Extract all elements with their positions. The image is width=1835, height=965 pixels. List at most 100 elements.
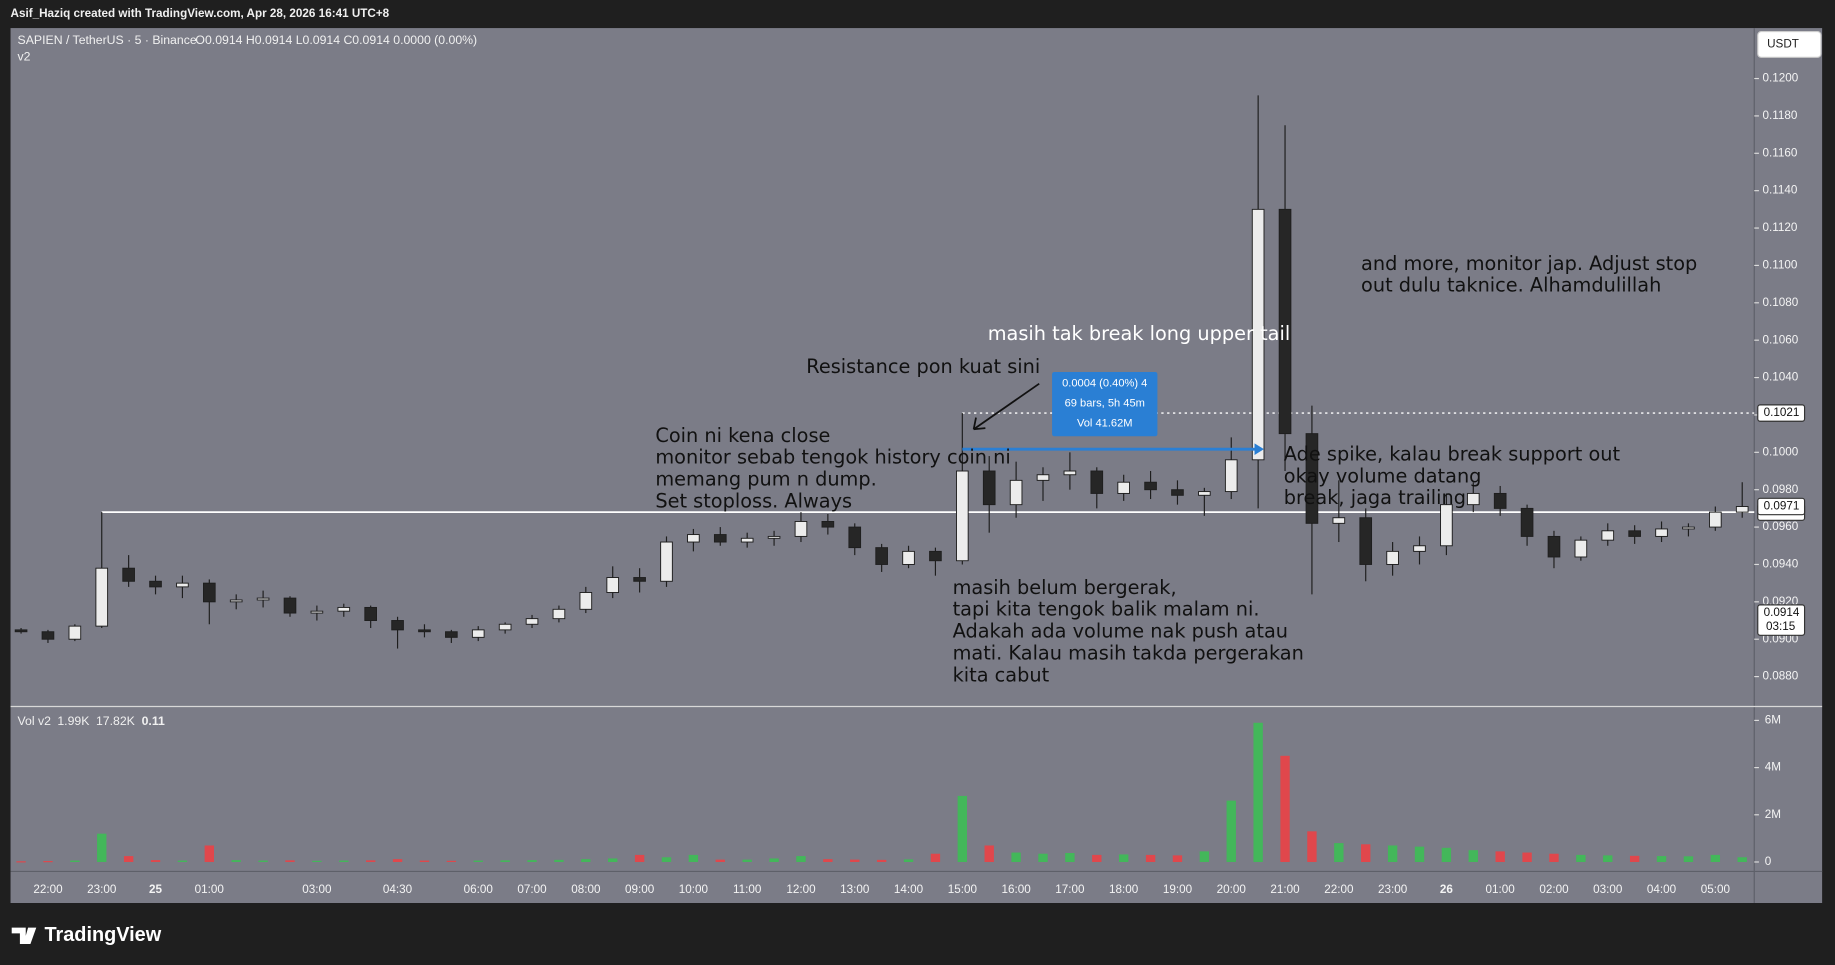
x-tick-label: 01:00 [195,883,225,896]
x-tick-label: 23:00 [1378,883,1408,896]
x-tick-label: 10:00 [679,883,709,896]
volume-bar [1253,722,1263,862]
last-price-label-box [1757,497,1806,516]
volume-bar [1683,856,1694,862]
y-tick-label: 0.0960 [1762,520,1798,533]
hline-label-box [1757,404,1806,422]
candle-body [1251,208,1265,461]
current-price-box [1757,604,1806,636]
annotation: memang pum n dump. [655,468,876,491]
y-tick-label: 0.1000 [1762,445,1798,458]
candle-body [1682,526,1695,530]
x-tick-label: 04:00 [1647,883,1677,896]
volume-bar [1603,855,1613,862]
x-tick-label: 03:00 [302,883,332,896]
candle-body [1440,504,1453,547]
measure-text: 69 bars, 5h 45m [1065,397,1145,409]
measure-arrow-head [1254,443,1264,456]
annotation-arrow [973,382,1040,430]
annotation: Resistance pon kuat sini [806,355,1040,378]
y-tick-label: 0.1080 [1762,296,1798,309]
currency-button[interactable] [1757,30,1822,58]
candle-body [1359,517,1373,565]
y-tick-label: 0.1040 [1762,371,1798,384]
volume-bar [1118,854,1129,862]
volume-bar [1737,857,1747,862]
last-price-label: 0.0971 [1764,500,1800,513]
volume-bar [1145,854,1156,862]
candle-body [498,623,512,631]
candle-body [1171,489,1184,496]
volume-legend: 0.11 [142,714,165,728]
candle-body [1009,479,1023,506]
volume-bar [500,860,510,862]
candle-body [525,618,539,625]
y-tick-label: 0.1160 [1762,146,1797,159]
candle-body [767,535,781,539]
volume-bar [1656,856,1667,862]
candle-body [740,537,754,543]
hline-label: 0.1021 [1764,406,1800,419]
volume-bar [473,860,483,862]
y-tick-label: 0.0940 [1762,558,1798,571]
x-tick-label: 15:00 [948,883,978,896]
symbol-title: SAPIEN / TetherUS · 5 · Binance [18,33,197,47]
currency[interactable]: USDT [1767,38,1799,51]
candle-body [1466,492,1480,506]
x-tick-label: 04:30 [383,883,413,896]
volume-bar [446,860,457,862]
candle-body [956,470,969,562]
candle-body [633,577,646,582]
volume-bar [876,859,887,862]
annotation: tapi kita tengok balik malam ni. [953,598,1260,621]
candle-body [1144,481,1157,491]
candle-body [202,582,216,603]
volume-bar [1710,854,1721,862]
volume-bar [1011,852,1021,862]
volume-bar [365,860,376,862]
volume-bar [70,860,80,862]
brand: TradingView [44,924,161,946]
volume-bar [285,860,295,862]
volume-bar [1307,831,1317,862]
candle-body [1547,535,1561,558]
candle-body [471,629,485,638]
candle-body [1117,481,1130,494]
volume-bar [1038,853,1048,862]
x-tick-label: 22:00 [1324,883,1354,896]
candle-body [1520,507,1534,537]
volume-legend: 17.82K [96,714,136,728]
candle-body [1224,459,1238,493]
volume-bar [1495,851,1505,862]
volume-bar [1522,852,1532,862]
candle-body [1063,470,1077,476]
y-tick-label: 0.1140 [1762,184,1797,197]
candle-body [1413,545,1426,552]
volume-bar [1199,851,1210,862]
x-tick-label: 05:00 [1701,883,1731,896]
volume-bar [930,853,941,862]
volume-bar [1092,854,1102,862]
volume-bar [1226,800,1236,862]
candle-body [1332,517,1346,524]
candle-body [821,521,835,528]
measure-box [1052,371,1158,437]
candle-body [1601,530,1615,541]
x-tick-label: 22:00 [33,883,63,896]
candle-body [310,610,324,614]
volume-bar [123,856,134,862]
candle-body [1278,208,1292,435]
candle-body [1090,470,1104,494]
x-tick-label: 25 [149,883,163,896]
y-tick-label: 0.0980 [1762,483,1798,496]
candle-body [68,625,82,640]
volume-bar [688,854,699,862]
candle-body [982,470,996,506]
volume-bar [258,860,268,862]
candle-body [606,577,620,593]
candle-body [229,599,243,603]
volume-legend: Vol v2 [18,714,52,728]
candle-body [875,547,888,565]
volume-bar [823,859,833,862]
